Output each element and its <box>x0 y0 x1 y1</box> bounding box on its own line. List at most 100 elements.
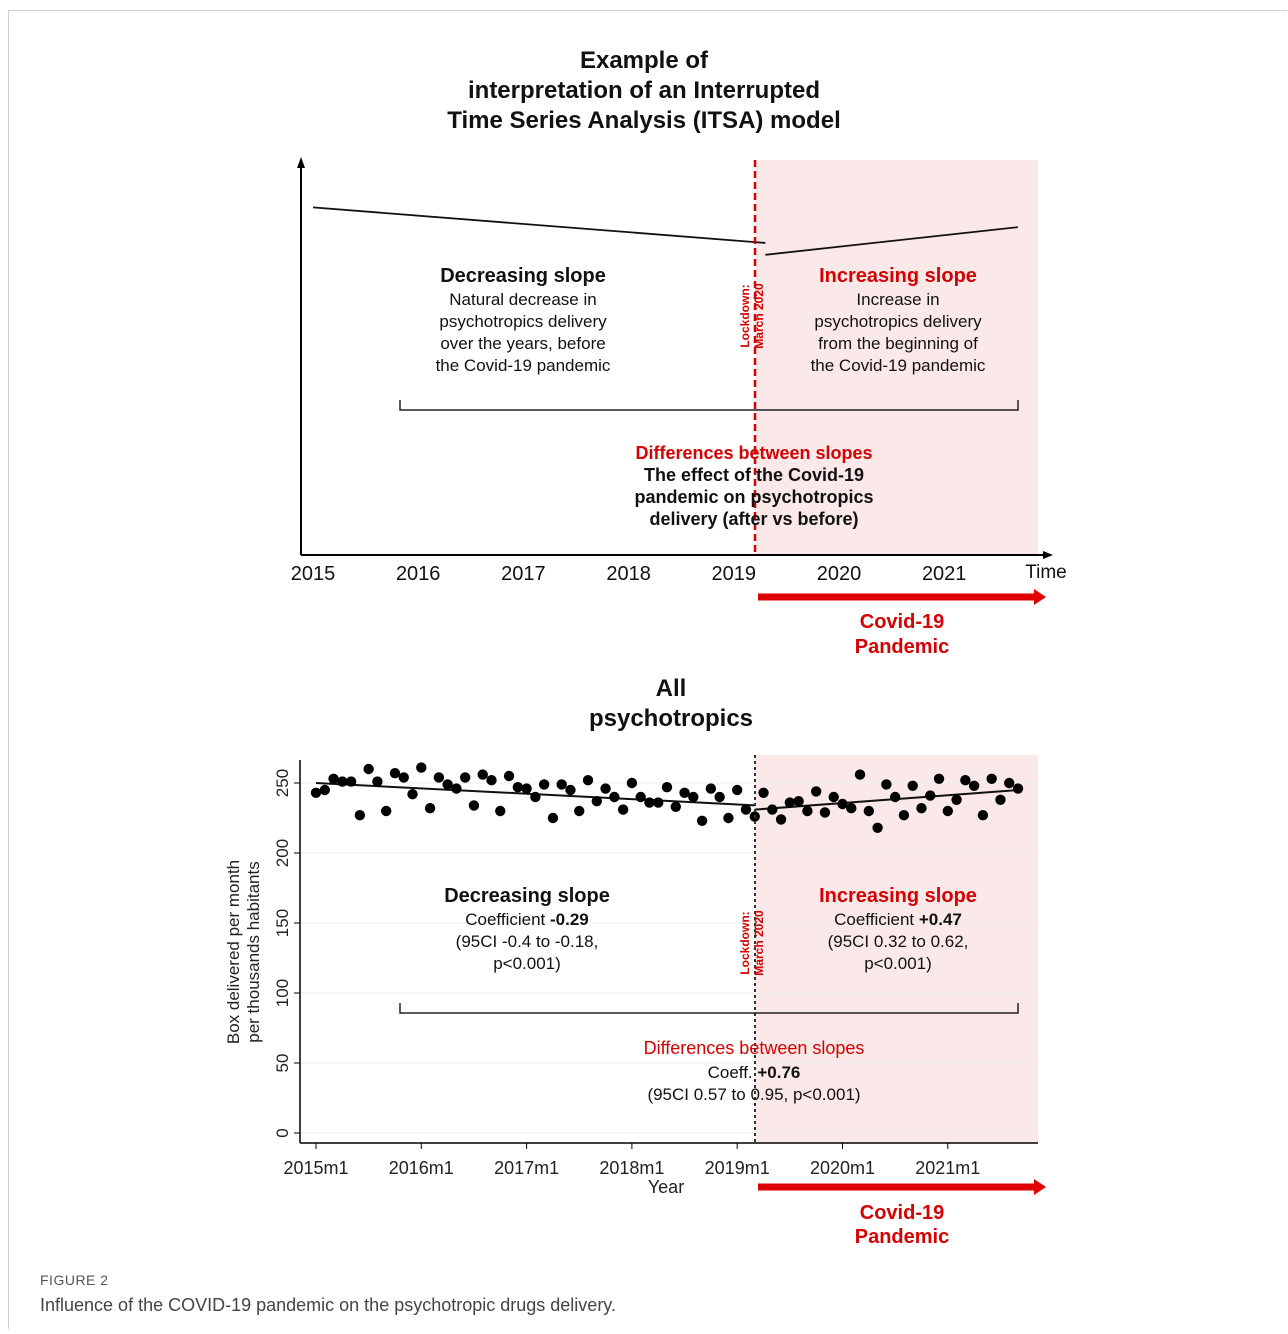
top-post-trend-line <box>765 226 1018 256</box>
figure-frame <box>8 10 1287 1329</box>
bottom-y-tick-label: 50 <box>273 1054 292 1073</box>
bottom-data-point <box>758 787 769 798</box>
bottom-data-point <box>310 787 322 798</box>
bottom-lockdown-label-line-1: Lockdown: <box>738 911 752 974</box>
bottom-data-point <box>381 805 392 817</box>
top-lockdown-label-line-1: Lockdown: <box>738 284 752 347</box>
bottom-y-tick-label: 200 <box>273 839 292 867</box>
top-left-body-line-3: over the years, before <box>440 334 605 353</box>
bottom-data-point <box>635 791 646 803</box>
top-x-axis-arrow <box>1043 551 1053 559</box>
bottom-data-point <box>968 780 980 791</box>
top-x-tick-label: 2020 <box>817 563 862 585</box>
bottom-data-point <box>398 772 409 783</box>
bottom-data-point <box>600 783 611 794</box>
bottom-y-tick-label: 250 <box>273 769 292 797</box>
bottom-data-point <box>907 780 918 791</box>
bottom-data-point <box>582 775 594 786</box>
bottom-data-point <box>802 805 813 817</box>
bottom-data-point <box>574 805 585 817</box>
bottom-data-point <box>512 782 524 793</box>
bottom-data-point <box>442 779 453 790</box>
bottom-data-point <box>416 762 427 773</box>
top-x-axis-label: Time <box>1025 562 1067 583</box>
bottom-data-point <box>644 797 655 808</box>
bottom-data-point <box>916 803 927 814</box>
bottom-right-coef-value: +0.47 <box>919 910 962 929</box>
bottom-data-point <box>819 807 831 818</box>
top-title-line-1: Example of <box>580 47 709 74</box>
bottom-data-point <box>565 784 576 796</box>
bottom-data-point <box>547 812 559 824</box>
bottom-x-tick-labels: 2015m1 2016m1 2017m1 2018m1 2019m1 2020m1 2021… <box>283 1143 980 1178</box>
top-x-tick-label: 2015 <box>291 563 336 585</box>
bottom-data-point <box>354 810 366 821</box>
top-trend-lines <box>312 206 1018 256</box>
bottom-data-point <box>767 804 778 815</box>
bottom-x-axis-label: Year <box>648 1177 684 1197</box>
bottom-data-point <box>854 769 866 780</box>
top-pandemic-label-line-1: Covid-19 <box>860 611 944 633</box>
top-right-body-line-1: Increase in <box>856 290 939 309</box>
bottom-pandemic-arrow-head <box>1034 1179 1046 1195</box>
top-title-line-3: Time Series Analysis (ITSA) model <box>447 107 840 134</box>
figure-svg: Example of interpretation of an Interrup… <box>224 47 1067 1248</box>
bottom-y-tick-label: 150 <box>273 909 292 937</box>
bottom-diff-ci: (95CI 0.57 to 0.95, p<0.001) <box>647 1085 860 1104</box>
bottom-data-point <box>889 791 901 803</box>
bottom-data-point <box>670 801 681 812</box>
top-right-heading: Increasing slope <box>819 265 977 287</box>
bottom-x-tick-label: 2015m1 <box>283 1158 348 1178</box>
bottom-data-point <box>898 810 910 821</box>
bottom-data-point <box>872 822 883 833</box>
top-y-axis-arrow <box>297 157 305 168</box>
top-left-heading: Decreasing slope <box>440 265 606 287</box>
bottom-data-point <box>389 768 401 779</box>
top-right-body-line-2: psychotropics delivery <box>814 312 982 331</box>
bottom-data-point <box>433 772 445 783</box>
top-pandemic-arrow-head <box>1034 589 1046 605</box>
bottom-x-tick-label: 2021m1 <box>915 1158 980 1178</box>
bottom-data-point <box>407 789 418 800</box>
bottom-data-point <box>609 791 620 803</box>
bottom-data-point <box>653 797 664 808</box>
bottom-x-tick-label: 2016m1 <box>389 1158 454 1178</box>
bottom-data-point <box>661 782 673 793</box>
top-lockdown-label-line-2: March 2020 <box>752 283 766 349</box>
top-x-tick-label: 2019 <box>712 563 757 585</box>
bottom-left-coef-value: -0.29 <box>550 910 589 929</box>
bottom-data-point <box>337 776 348 787</box>
bottom-bracket <box>399 1003 1019 1014</box>
bottom-data-point <box>617 804 629 815</box>
bottom-left-ci-line-2: p<0.001) <box>493 954 561 973</box>
bottom-data-point <box>960 775 971 786</box>
top-x-tick-label: 2021 <box>922 563 967 585</box>
top-diff-heading: Differences between slopes <box>635 443 872 463</box>
bottom-y-axis-label-line-1: Box delivered per month <box>224 860 243 1044</box>
bottom-left-heading: Decreasing slope <box>444 885 610 907</box>
bottom-data-point <box>495 805 506 817</box>
bottom-right-coefficient: Coefficient +0.47 <box>834 910 962 929</box>
bottom-data-point <box>1012 783 1024 794</box>
bottom-left-coefficient: Coefficient -0.29 <box>465 910 588 929</box>
bottom-right-coef-prefix: Coefficient <box>834 910 919 929</box>
bottom-y-tick-label: 0 <box>273 1128 292 1137</box>
bottom-data-point <box>977 810 989 821</box>
bottom-data-point <box>530 791 541 803</box>
bottom-x-tick-label: 2017m1 <box>494 1158 559 1178</box>
bottom-data-point <box>986 773 997 784</box>
figure-caption-label: FIGURE 2 <box>40 1272 109 1288</box>
bottom-data-point <box>486 775 497 786</box>
bottom-right-heading: Increasing slope <box>819 885 977 907</box>
bottom-data-point <box>942 805 953 817</box>
bottom-data-point <box>521 783 532 794</box>
bottom-x-tick-label: 2020m1 <box>810 1158 875 1178</box>
bottom-diff-coef-value: +0.76 <box>757 1063 800 1082</box>
bottom-data-point <box>705 783 717 794</box>
bottom-data-point <box>538 779 550 790</box>
top-left-body-line-4: the Covid-19 pandemic <box>436 356 611 375</box>
top-diff-body-line-2: pandemic on psychotropics <box>634 487 873 507</box>
top-left-body-line-1: Natural decrease in <box>449 290 596 309</box>
bottom-y-tick-labels: 0 50 100 150 200 250 <box>273 769 300 1138</box>
bottom-data-point <box>696 815 708 826</box>
